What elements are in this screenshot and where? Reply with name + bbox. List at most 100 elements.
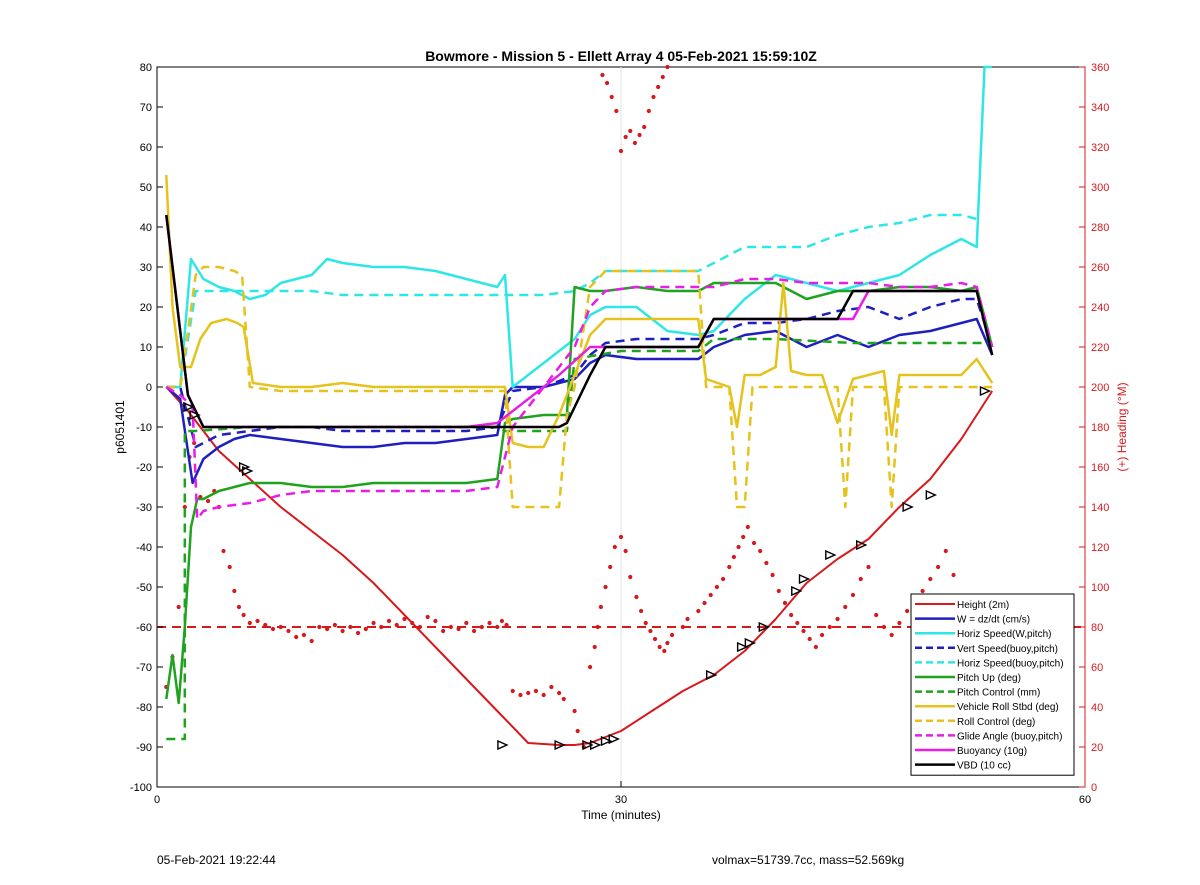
heading-point bbox=[714, 584, 719, 590]
heading-point bbox=[643, 620, 648, 626]
heading-point bbox=[598, 604, 603, 610]
series-line bbox=[165, 174, 994, 449]
heading-point bbox=[247, 620, 252, 626]
series-group bbox=[157, 64, 1085, 750]
series-line bbox=[165, 281, 994, 705]
heading-point bbox=[518, 692, 523, 698]
heading-point bbox=[608, 564, 613, 570]
heading-point bbox=[495, 624, 500, 630]
heading-point bbox=[557, 690, 562, 696]
series-line bbox=[165, 277, 994, 521]
direction-marker bbox=[744, 637, 757, 649]
direction-marker bbox=[608, 733, 620, 745]
direction-marker bbox=[706, 669, 718, 681]
legend-label: Roll Control (deg) bbox=[957, 717, 1035, 728]
direction-marker bbox=[189, 409, 201, 421]
heading-point bbox=[827, 624, 832, 630]
y2-tick-label: 340 bbox=[1091, 102, 1109, 114]
y-tick-label: -80 bbox=[136, 702, 152, 714]
y2-tick-label: 80 bbox=[1091, 622, 1103, 634]
y2-tick-label: 360 bbox=[1091, 62, 1109, 74]
heading-point bbox=[889, 632, 894, 638]
legend-label: VBD (10 cc) bbox=[957, 761, 1011, 772]
heading-point bbox=[731, 554, 737, 560]
heading-point bbox=[227, 564, 232, 570]
heading-point bbox=[665, 640, 670, 646]
y-tick-label: 10 bbox=[140, 342, 152, 354]
heading-point bbox=[533, 688, 539, 694]
heading-point bbox=[348, 624, 353, 630]
heading-point bbox=[669, 632, 675, 638]
heading-point bbox=[741, 534, 746, 540]
heading-point bbox=[236, 604, 242, 610]
direction-marker bbox=[979, 385, 992, 397]
heading-point bbox=[656, 84, 661, 90]
heading-point bbox=[510, 688, 515, 694]
heading-point bbox=[843, 604, 848, 610]
direction-marker bbox=[791, 585, 803, 597]
heading-point bbox=[232, 588, 237, 594]
heading-point bbox=[386, 618, 392, 624]
series-line bbox=[165, 386, 994, 746]
y-tick-label: 70 bbox=[140, 102, 152, 114]
heading-point bbox=[795, 620, 800, 626]
y2-tick-label: 300 bbox=[1091, 182, 1109, 194]
y-tick-label: 30 bbox=[140, 262, 152, 274]
direction-marker bbox=[736, 641, 749, 653]
heading-point bbox=[294, 634, 299, 640]
y2-tick-label: 160 bbox=[1091, 462, 1109, 474]
heading-point bbox=[632, 140, 638, 146]
heading-point bbox=[221, 548, 226, 554]
heading-point bbox=[471, 628, 477, 634]
heading-point bbox=[813, 644, 818, 650]
heading-point bbox=[587, 664, 593, 670]
heading-point bbox=[600, 72, 605, 78]
direction-marker bbox=[590, 739, 602, 751]
footer-volmax-mass: volmax=51739.7cc, mass=52.569kg bbox=[712, 853, 905, 867]
heading-point bbox=[241, 612, 246, 618]
legend-label: Buoyancy (10g) bbox=[957, 746, 1027, 757]
y-tick-label: -90 bbox=[136, 742, 152, 754]
y2-tick-label: 40 bbox=[1091, 702, 1103, 714]
heading-point bbox=[764, 560, 769, 566]
heading-point bbox=[176, 604, 181, 610]
y-tick-label: 20 bbox=[140, 302, 152, 314]
y2-tick-label: 220 bbox=[1091, 342, 1109, 354]
heading-point bbox=[609, 94, 614, 100]
heading-point bbox=[402, 616, 407, 622]
y2-tick-label: 140 bbox=[1091, 502, 1109, 514]
heading-point bbox=[464, 620, 469, 626]
y2-tick-label: 100 bbox=[1091, 582, 1109, 594]
legend: Height (2m) W = dz/dt (cm/s) Horiz Speed(W… bbox=[910, 593, 1075, 776]
heading-point bbox=[612, 544, 617, 550]
direction-marker bbox=[925, 489, 938, 501]
heading-point bbox=[623, 548, 628, 554]
y-tick-label: 0 bbox=[146, 382, 152, 394]
x-tick-label: 60 bbox=[1079, 794, 1091, 806]
direction-marker bbox=[856, 539, 868, 551]
heading-point bbox=[720, 576, 726, 582]
heading-point bbox=[433, 618, 438, 624]
heading-point bbox=[685, 616, 690, 622]
heading-point bbox=[920, 588, 925, 594]
direction-marker bbox=[798, 573, 811, 585]
heading-point bbox=[604, 80, 610, 86]
heading-point bbox=[951, 572, 956, 578]
direction-marker bbox=[758, 621, 771, 633]
heading-point bbox=[736, 544, 741, 550]
legend-label: Horiz Speed(buoy,pitch) bbox=[957, 658, 1064, 669]
heading-point bbox=[499, 618, 505, 624]
heading-point bbox=[727, 564, 732, 570]
heading-point bbox=[905, 608, 910, 614]
y-tick-label: -70 bbox=[136, 662, 152, 674]
series-line bbox=[166, 213, 978, 389]
heading-point bbox=[332, 622, 337, 628]
heading-point bbox=[928, 576, 933, 582]
heading-point bbox=[487, 620, 492, 626]
heading-point bbox=[835, 616, 840, 622]
heading-point bbox=[660, 74, 665, 80]
y-axis-label: p6051401 bbox=[113, 400, 127, 454]
heading-point bbox=[850, 592, 856, 598]
heading-point bbox=[662, 648, 667, 654]
heading-point bbox=[628, 128, 633, 134]
